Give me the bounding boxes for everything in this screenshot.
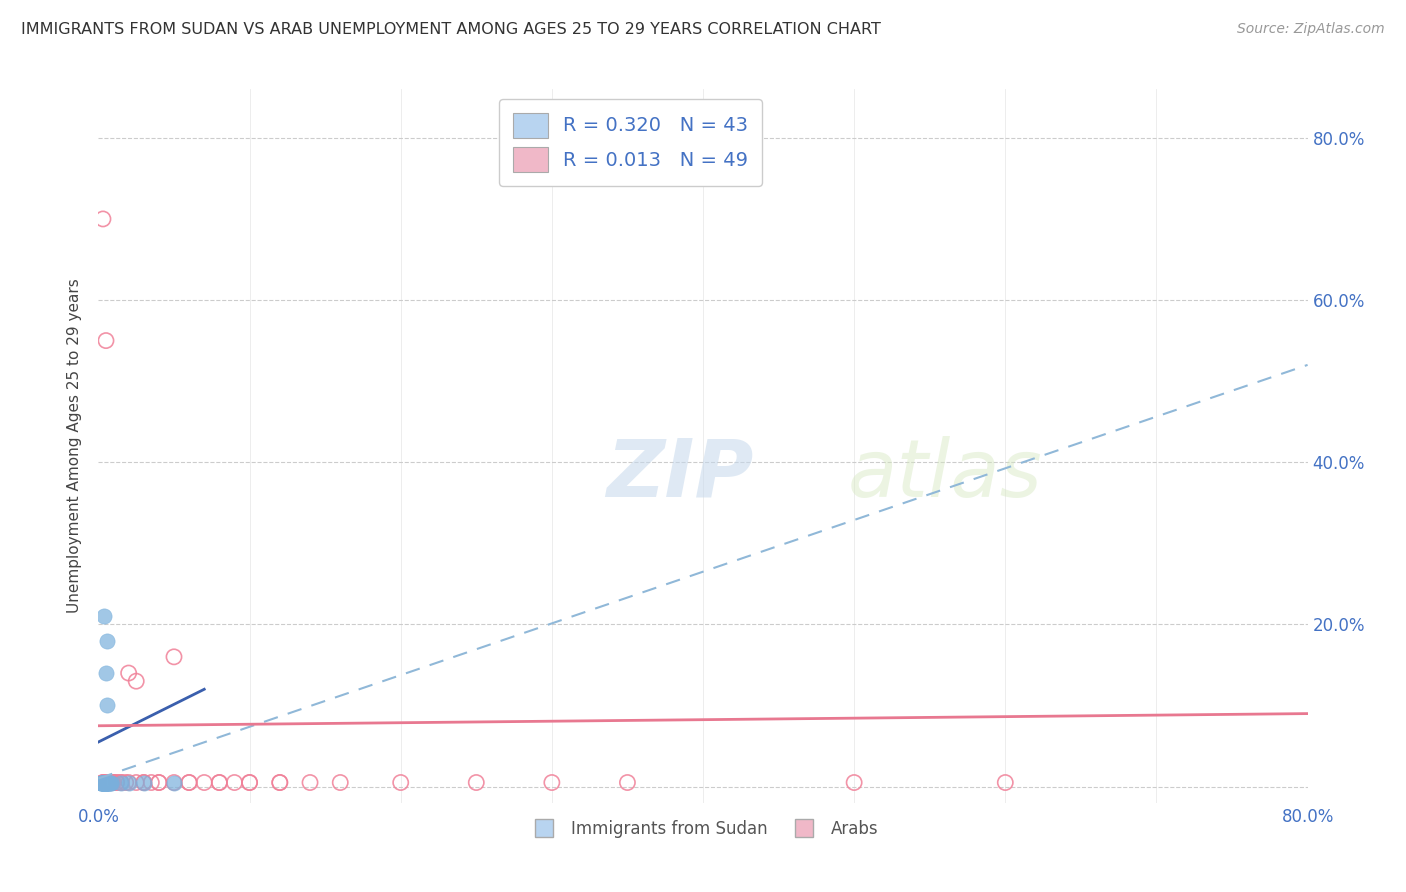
Point [98,775,121,789]
Point [616,775,638,789]
Point [91,775,114,789]
Legend: Immigrants from Sudan, Arabs: Immigrants from Sudan, Arabs [520,814,886,845]
Point [93,775,115,789]
Point [93,775,115,789]
Point [96,775,118,789]
Point [540,775,562,789]
Point [91,775,114,789]
Point [269,775,291,789]
Point [96,633,118,648]
Point [93,609,115,624]
Point [110,775,132,789]
Point [91,211,114,226]
Point [93,775,115,789]
Point [93,775,115,789]
Point [90,775,112,789]
Point [94,334,117,348]
Point [148,775,170,789]
Point [98,775,121,789]
Point [93,775,115,789]
Text: ZIP: ZIP [606,435,754,514]
Point [94,775,117,789]
Point [208,775,231,789]
Point [93,775,115,789]
Point [101,775,124,789]
Point [193,775,215,789]
Point [100,775,122,789]
Point [93,775,115,789]
Point [93,775,115,789]
Point [110,775,132,789]
Point [329,775,352,789]
Point [465,775,488,789]
Point [94,775,117,789]
Point [163,649,186,664]
Point [90,775,112,789]
Point [96,775,118,789]
Point [148,775,170,789]
Text: Source: ZipAtlas.com: Source: ZipAtlas.com [1237,22,1385,37]
Point [163,775,186,789]
Point [91,775,114,789]
Point [100,775,122,789]
Point [105,775,128,789]
Point [91,775,114,789]
Point [90,775,112,789]
Point [844,775,866,789]
Point [114,775,136,789]
Point [98,775,121,789]
Text: IMMIGRANTS FROM SUDAN VS ARAB UNEMPLOYMENT AMONG AGES 25 TO 29 YEARS CORRELATION: IMMIGRANTS FROM SUDAN VS ARAB UNEMPLOYME… [21,22,882,37]
Point [98,775,121,789]
Point [269,775,291,789]
Point [118,775,141,789]
Point [239,775,262,789]
Point [94,775,117,789]
Point [94,775,117,789]
Point [96,775,118,789]
Point [100,775,122,789]
Point [91,775,114,789]
Point [110,775,132,789]
Point [299,775,322,789]
Point [239,775,262,789]
Point [91,775,114,789]
Point [132,775,155,789]
Point [93,775,115,789]
Point [94,775,117,789]
Point [94,775,117,789]
Point [91,775,114,789]
Point [96,698,118,713]
Point [91,775,114,789]
Point [101,775,124,789]
Point [103,775,125,789]
Point [179,775,201,789]
Point [179,775,201,789]
Point [389,775,412,789]
Point [132,775,155,789]
Y-axis label: Unemployment Among Ages 25 to 29 years: Unemployment Among Ages 25 to 29 years [67,278,83,614]
Point [94,666,117,681]
Point [91,775,114,789]
Point [91,775,114,789]
Point [118,775,141,789]
Point [105,775,128,789]
Point [118,666,141,681]
Point [994,775,1017,789]
Point [100,775,122,789]
Point [94,775,117,789]
Text: atlas: atlas [848,435,1043,514]
Point [96,775,118,789]
Point [96,775,118,789]
Point [125,775,148,789]
Point [132,775,155,789]
Point [91,775,114,789]
Point [163,775,186,789]
Point [96,775,118,789]
Point [224,775,246,789]
Point [125,674,148,689]
Point [98,775,121,789]
Point [208,775,231,789]
Point [141,775,163,789]
